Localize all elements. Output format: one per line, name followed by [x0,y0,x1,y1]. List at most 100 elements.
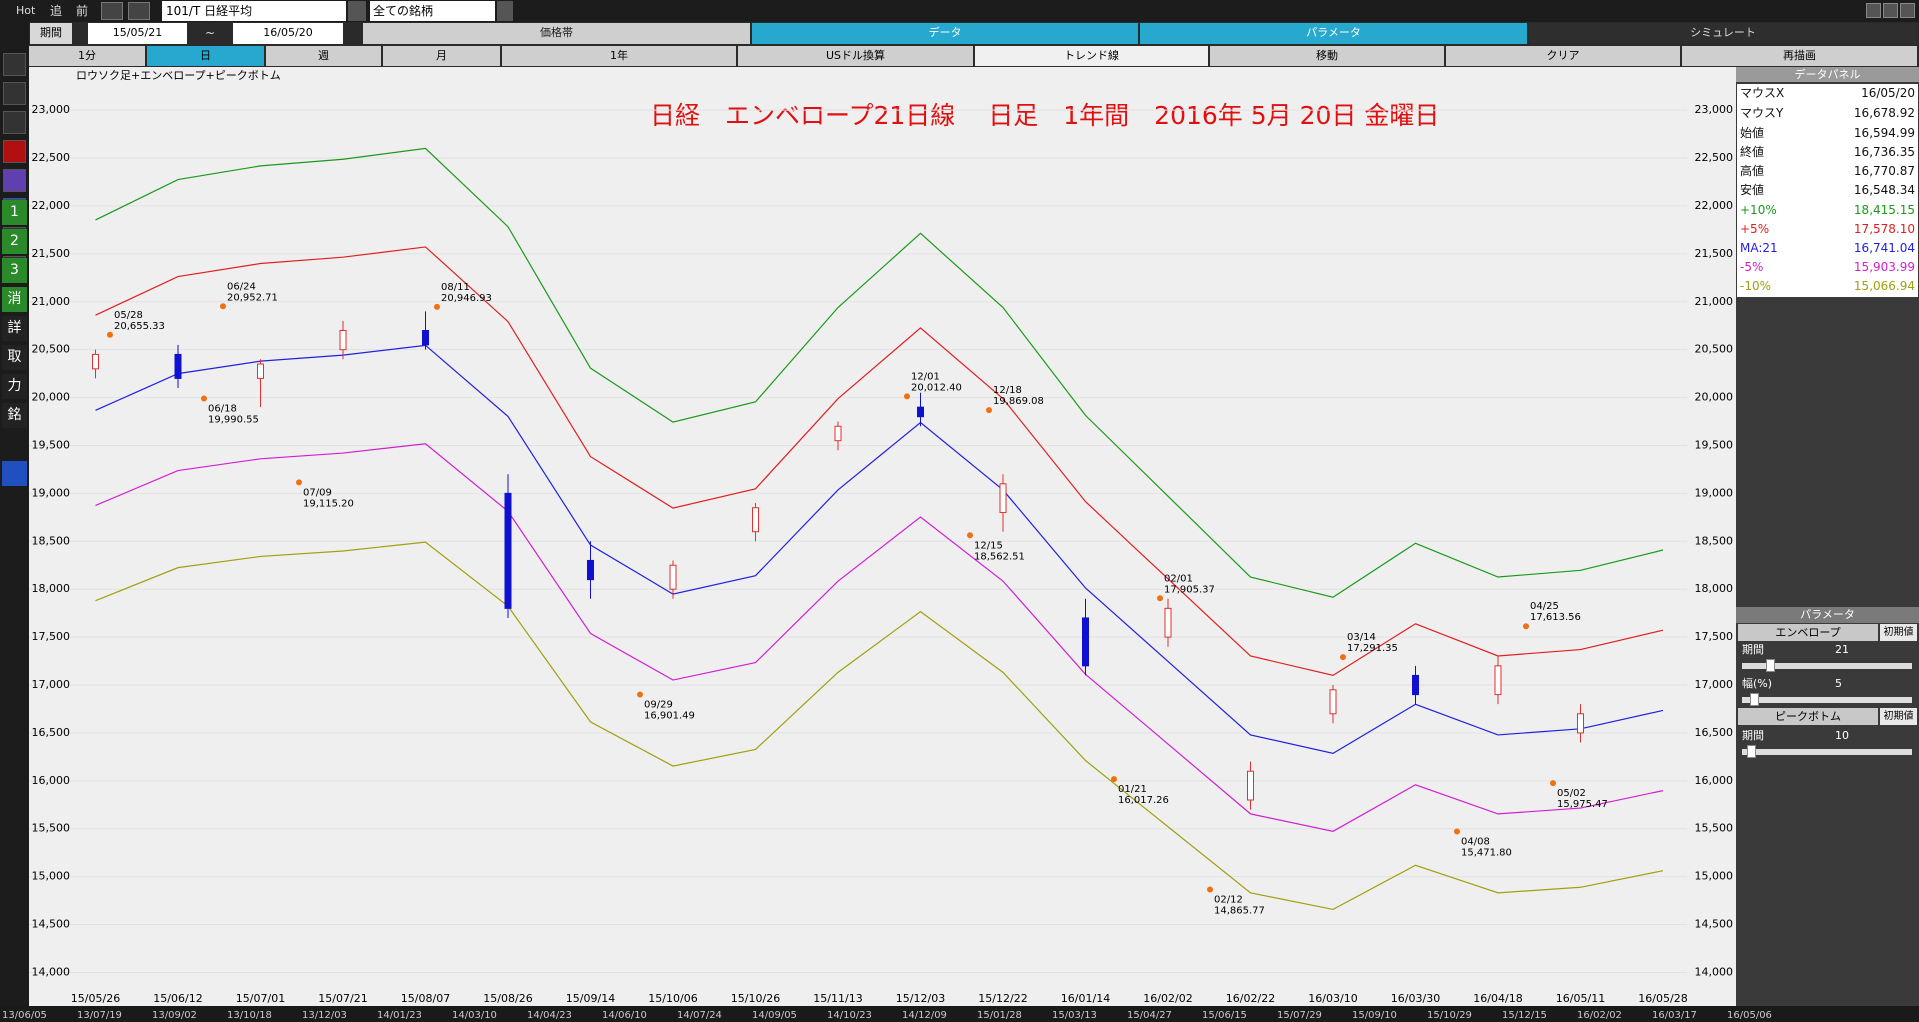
data-label: +10% [1740,203,1777,217]
peak-date: 02/12 [1214,895,1243,906]
data-value: 16,741.04 [1853,241,1915,255]
tool-icon[interactable] [3,140,26,163]
sidebar-button[interactable]: 消 [2,287,27,312]
y-tick-label: 22,500 [1695,151,1734,164]
peak-date: 06/18 [208,403,237,414]
sidebar-button[interactable]: 1 [2,200,27,225]
dropdown[interactable] [348,1,366,21]
slider-thumb[interactable] [1766,659,1775,672]
prev-button[interactable] [101,2,123,20]
sidebar-button[interactable]: 力 [2,374,27,399]
overview-date: 15/10/29 [1427,1010,1472,1021]
slider[interactable] [1742,663,1912,669]
y-tick-label: 16,000 [1695,774,1734,787]
data-value: 16,678.92 [1853,106,1915,120]
timeframe-button[interactable]: USドル換算 [738,46,973,66]
hot-button[interactable]: Hot [16,4,36,17]
settings-icon[interactable] [2,461,27,486]
window-button[interactable] [1900,3,1915,18]
y-tick-label: 23,000 [1695,103,1734,116]
y-tick-label: 22,500 [32,151,71,164]
timeframe-button[interactable]: 1年 [502,46,736,66]
slider-thumb[interactable] [1750,693,1759,706]
overview-date: 16/05/06 [1727,1010,1772,1021]
peak-marker [904,393,910,400]
tab[interactable]: 価格帯 [363,23,750,44]
y-tick-label: 16,500 [1695,726,1734,739]
window-button[interactable] [1883,3,1898,18]
next-button[interactable] [128,2,150,20]
timeframe-button[interactable]: 再描画 [1682,46,1917,66]
y-tick-label: 23,000 [32,103,71,116]
y-tick-label: 19,000 [1695,486,1734,499]
timeframe-button[interactable]: 月 [383,46,500,66]
candle-body [834,425,842,442]
dropdown[interactable] [497,1,513,21]
nav-button[interactable]: 前 [76,4,89,18]
data-label: MA:21 [1740,241,1778,255]
peak-marker [296,479,302,486]
peak-date: 04/08 [1461,836,1490,847]
date-from[interactable]: 15/05/21 [88,23,187,44]
peak-marker [1111,776,1117,783]
y-tick-label: 15,000 [1695,870,1734,883]
overview-date: 13/10/18 [227,1010,272,1021]
tool-icon[interactable] [3,111,26,134]
nav-button[interactable]: 追 [50,4,63,18]
tool-icon[interactable] [3,53,26,76]
peak-date: 05/02 [1557,788,1586,799]
candle-body [917,406,924,418]
data-value: 16,736.35 [1853,145,1915,159]
sidebar-button[interactable]: 3 [2,258,27,283]
reset-button[interactable]: 初期値 [1880,708,1917,725]
tool-icon[interactable] [3,82,26,105]
slider[interactable] [1742,697,1912,703]
timeframe-button[interactable]: クリア [1446,46,1680,66]
candle-body [257,363,264,379]
sidebar-button[interactable]: 取 [2,345,27,370]
timeframe-button[interactable]: 週 [266,46,381,66]
timeframe-button[interactable]: 1分 [29,46,145,66]
y-tick-label: 14,000 [1695,965,1734,978]
timeframe-button[interactable]: 移動 [1210,46,1444,66]
peak-marker [1157,595,1163,602]
y-tick-label: 20,000 [1695,391,1734,404]
slider[interactable] [1742,749,1912,755]
symbol-select[interactable]: 101/T 日経平均 [162,1,346,21]
window-button[interactable] [1866,3,1881,18]
peak-date: 12/15 [974,540,1003,551]
candle-body [1577,713,1584,734]
data-value: 15,066.94 [1853,279,1915,293]
tab[interactable]: パラメータ [1140,23,1527,44]
overview-date: 14/06/10 [602,1010,647,1021]
date-to[interactable]: 16/05/20 [233,23,343,44]
sidebar-button[interactable]: 銘 [2,403,27,428]
timeframe-button[interactable]: 日 [147,46,264,66]
peak-marker [220,303,226,310]
sidebar-button[interactable]: 詳 [2,316,27,341]
chart-title: 日経 エンベロープ21日線 日足 1年間 2016年 5月 20日 金曜日 [650,101,1439,130]
peak-value: 20,952.71 [227,292,278,303]
universe-select[interactable]: 全ての銘柄 [370,1,495,21]
data-label: 高値 [1740,164,1765,178]
tool-icon[interactable] [3,169,26,192]
tab[interactable]: データ [752,23,1138,44]
candle-body [1494,665,1502,696]
y-tick-label: 19,500 [32,438,71,451]
x-tick-label: 15/07/01 [236,992,285,1005]
candle-body [669,564,677,590]
slider-thumb[interactable] [1747,745,1756,758]
sidebar-button[interactable]: 2 [2,229,27,254]
peak-value: 20,946.93 [441,293,492,304]
y-tick-label: 21,500 [32,247,71,260]
tab[interactable]: シミュレート [1529,23,1917,44]
peak-value: 19,990.55 [208,414,259,425]
x-tick-label: 15/12/03 [896,992,945,1005]
overview-bar [0,1006,1919,1022]
peak-value: 14,865.77 [1214,906,1265,917]
reset-button[interactable]: 初期値 [1880,624,1917,641]
peak-value: 20,012.40 [911,382,962,393]
overview-date: 13/09/02 [152,1010,197,1021]
timeframe-button[interactable]: トレンド線 [975,46,1208,66]
candle-body [339,329,347,351]
